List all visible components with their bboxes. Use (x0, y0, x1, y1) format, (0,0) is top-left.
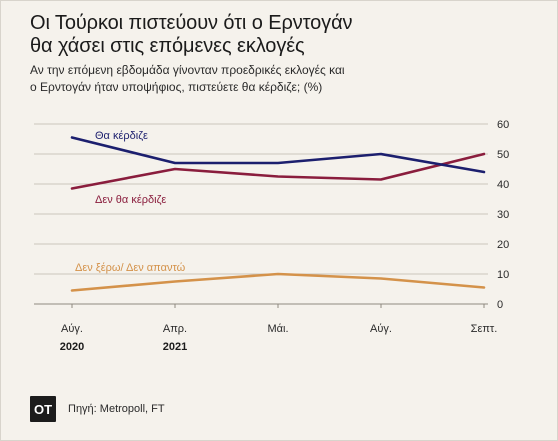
chart-title: Οι Τούρκοι πιστεύουν ότι ο Ερντογάν θα χ… (30, 12, 550, 58)
y-tick-label: 50 (497, 149, 509, 161)
x-tick-year-label: 2020 (60, 341, 84, 353)
x-tick-label: Αύγ. (370, 323, 392, 335)
series-line-lose (70, 152, 486, 190)
source-note: Πηγή: Metropoll, FT (68, 403, 165, 415)
series-line-win (70, 136, 486, 174)
line-chart: 0 10 20 30 40 50 60 Αύγ. 2020 Απρ. 2021 Μάι. Αύγ. Σεπ… (34, 119, 509, 353)
y-tick-label: 40 (497, 179, 509, 191)
series-label-dontknow: Δεν ξέρω/ Δεν απαντώ (75, 262, 186, 274)
x-tick-year-label: 2021 (163, 341, 187, 353)
publisher-logo-text: ΟΤ (33, 401, 53, 417)
y-tick-label: 20 (497, 239, 509, 251)
chart-title-line-2: θα χάσει στις επόμενες εκλογές (30, 35, 305, 57)
chart-subtitle-line-2: ο Ερντογάν ήταν υποψήφιος, πιστεύετε θα … (30, 80, 323, 94)
chart-subtitle-line-1: Αν την επόμενη εβδομάδα γίνονταν προεδρι… (30, 63, 345, 77)
x-tick-label: Μάι. (267, 323, 288, 335)
series-line-dontknow (70, 272, 486, 292)
publisher-logo: ΟΤ (30, 396, 56, 422)
series-label-win: Θα κέρδιζε (95, 130, 148, 142)
y-tick-label: 0 (497, 299, 503, 311)
y-tick-label: 30 (497, 209, 509, 221)
chart-title-line-1: Οι Τούρκοι πιστεύουν ότι ο Ερντογάν (30, 12, 353, 34)
chart-subtitle: Αν την επόμενη εβδομάδα γίνονταν προεδρι… (30, 62, 550, 96)
source-footer: ΟΤ Πηγή: Metropoll, FT (30, 396, 165, 422)
y-tick-label: 10 (497, 269, 509, 281)
x-tick-label: Αύγ. (61, 323, 83, 335)
x-tick-label: Απρ. (163, 323, 187, 335)
y-tick-label: 60 (497, 119, 509, 131)
series-label-lose: Δεν θα κέρδιζε (95, 194, 166, 206)
x-tick-label: Σεπτ. (471, 323, 498, 335)
